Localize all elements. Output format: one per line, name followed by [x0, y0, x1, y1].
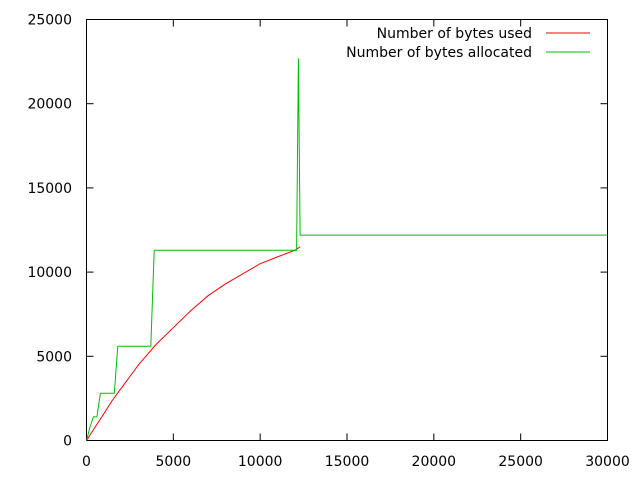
legend: Number of bytes used Number of bytes allo… — [346, 26, 590, 61]
y-tick-label: 5000 — [36, 349, 72, 365]
axis-ticks: 0 5000 10000 15000 20000 25000 30000 0 5000 10000… — [27, 13, 629, 471]
y-tick-label: 10000 — [27, 265, 72, 281]
series-line-1 — [86, 246, 301, 441]
x-tick-label: 20000 — [412, 454, 457, 470]
series-line-2 — [86, 58, 608, 441]
legend-label-2: Number of bytes allocated — [346, 45, 532, 61]
plot-frame — [86, 19, 608, 441]
x-tick-label: 10000 — [238, 454, 283, 470]
legend-label-1: Number of bytes used — [377, 26, 532, 42]
x-tick-label: 5000 — [156, 454, 192, 470]
x-tick-label: 0 — [82, 454, 91, 470]
y-tick-label: 25000 — [27, 13, 72, 29]
x-tick-label: 25000 — [498, 454, 543, 470]
y-tick-label: 15000 — [27, 181, 72, 197]
y-tick-label: 0 — [63, 434, 72, 450]
series-layer — [86, 58, 608, 441]
y-tick-label: 20000 — [27, 97, 72, 113]
x-tick-label: 30000 — [585, 454, 630, 470]
x-tick-label: 15000 — [325, 454, 370, 470]
